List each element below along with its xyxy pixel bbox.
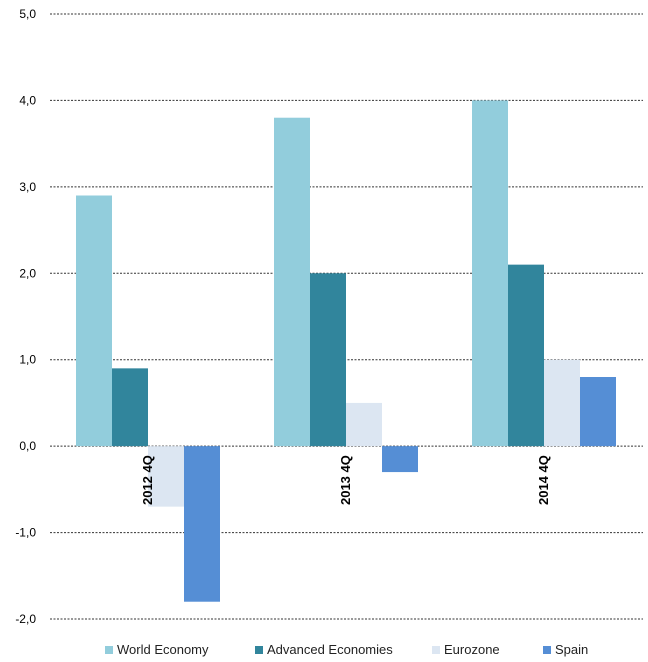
category-label: 2014 4Q (536, 455, 551, 505)
y-tick-label: 5,0 (19, 7, 36, 21)
y-tick-label: -1,0 (15, 526, 36, 540)
legend-swatch (255, 646, 263, 654)
y-axis: -2,0 -1,0 0,0 1,0 2,0 3,0 4,0 5,0 (15, 7, 36, 626)
legend-swatch (432, 646, 440, 654)
bar (184, 446, 220, 602)
bar (148, 446, 184, 507)
y-tick-label: 2,0 (19, 266, 36, 280)
bar (310, 273, 346, 447)
category-label: 2013 4Q (338, 455, 353, 505)
y-tick-label: -2,0 (15, 612, 36, 626)
category-labels: 2012 4Q 2013 4Q 2014 4Q (140, 455, 551, 505)
y-tick-label: 3,0 (19, 180, 36, 194)
bar (346, 402, 382, 447)
bar (472, 100, 508, 447)
legend-entry: Advanced Economies (267, 642, 393, 657)
y-tick-label: 0,0 (19, 439, 36, 453)
legend-swatch (543, 646, 551, 654)
bar (580, 377, 616, 447)
legend: World Economy Advanced Economies Eurozone S… (105, 642, 588, 657)
category-label: 2012 4Q (140, 455, 155, 505)
bars (76, 100, 616, 602)
bar (76, 195, 112, 447)
bar (274, 117, 310, 447)
legend-entry: Spain (555, 642, 588, 657)
bar (112, 368, 148, 447)
bar (544, 359, 580, 447)
y-tick-label: 1,0 (19, 353, 36, 367)
legend-entry: Eurozone (444, 642, 500, 657)
legend-entry: World Economy (117, 642, 209, 657)
bar (508, 264, 544, 447)
y-tick-label: 4,0 (19, 93, 36, 107)
bar (382, 446, 418, 473)
legend-swatch (105, 646, 113, 654)
gridlines (50, 13, 643, 620)
